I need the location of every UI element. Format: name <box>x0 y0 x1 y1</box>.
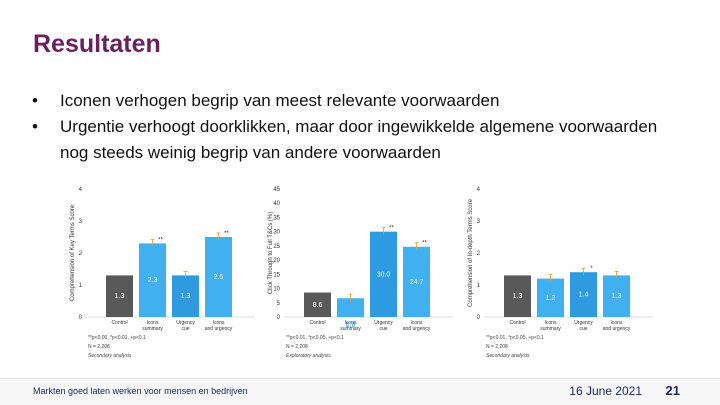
category-label: Icons <box>545 320 557 326</box>
chart-note: Secondary analysis <box>486 353 530 359</box>
category-label: Urgency <box>574 320 593 326</box>
bullet-symbol: • <box>32 91 38 110</box>
significance-marker: ** <box>389 226 394 232</box>
y-axis-label: Comprehension of Key Terms Score <box>70 204 76 301</box>
y-tick-label: 2 <box>79 251 83 257</box>
data-label: 1.3 <box>115 293 125 300</box>
footer-text: Markten goed laten werken voor mensen en… <box>33 386 248 396</box>
bar <box>139 243 166 317</box>
category-label: Control <box>309 320 325 326</box>
chart-click-through: Click Through to Full T&Cs (%) 0 5 10 15 20 25… <box>268 187 453 359</box>
footer-bar: Markten goed laten werken voor mensen en… <box>0 378 720 405</box>
y-tick-label: 5 <box>277 301 281 307</box>
bar <box>205 237 232 317</box>
data-label: 2.3 <box>148 277 158 284</box>
significance-marker: ** <box>224 231 229 237</box>
chart-in-depth-terms: Comprehension of In-depth Terms Score 0 1 2… <box>468 187 653 359</box>
category-label: summary <box>540 326 561 332</box>
category-label: cue <box>379 326 387 332</box>
category-label: Control <box>509 320 525 326</box>
bar <box>403 246 430 317</box>
footer-date: 16 June 2021 <box>569 384 642 398</box>
chart-note: Secondary analysis <box>88 353 132 359</box>
category-label: Urgency <box>176 320 195 326</box>
data-label: 30.0 <box>377 271 391 278</box>
category-label: Control <box>111 320 127 326</box>
bar <box>106 275 133 317</box>
category-label: Urgency <box>374 320 393 326</box>
data-label: 8.6 <box>313 302 323 309</box>
y-tick-label: 0 <box>477 315 481 321</box>
category-label: Icons <box>611 320 623 326</box>
y-tick-label: 3 <box>79 219 83 225</box>
category-label: Icons <box>213 320 225 326</box>
category-label: and urgency <box>603 326 631 332</box>
category-label: Icons <box>411 320 423 326</box>
category-label: and urgency <box>205 326 233 332</box>
data-label: 1.3 <box>181 293 191 300</box>
slide-title: Resultaten <box>33 30 161 58</box>
bullet-symbol: • <box>32 117 38 136</box>
category-label: Icons <box>345 320 357 326</box>
bar <box>570 272 597 317</box>
category-label: and urgency <box>403 326 431 332</box>
y-tick-label: 3 <box>477 219 481 225</box>
category-label: cue <box>181 326 189 332</box>
chart-note: Exploratory analysis <box>286 353 331 359</box>
bar <box>172 275 199 317</box>
category-label: cue <box>579 326 587 332</box>
chart-note: N = 2,208 <box>486 344 508 350</box>
bar <box>337 298 364 317</box>
y-tick-label: 4 <box>79 187 83 193</box>
category-label: summary <box>142 326 163 332</box>
y-tick-label: 0 <box>277 315 281 321</box>
chart-key-terms: Comprehension of Key Terms Score 0 1 2 3 4 1.3… <box>70 187 255 359</box>
y-tick-label: 1 <box>79 283 83 289</box>
y-tick-label: 40 <box>273 201 280 207</box>
bullet-item: • Iconen verhogen begrip van meest relev… <box>30 88 690 114</box>
data-label: 1.3 <box>513 293 523 300</box>
y-tick-label: 2 <box>477 251 481 257</box>
bullet-list: • Iconen verhogen begrip van meest relev… <box>30 88 690 166</box>
bullet-text: Urgentie verhoogt doorklikken, maar door… <box>60 117 658 162</box>
y-tick-label: 20 <box>273 258 280 264</box>
y-tick-label: 1 <box>477 283 481 289</box>
chart-note: N = 2,208 <box>286 344 308 350</box>
significance-marker: ** <box>158 237 163 243</box>
y-tick-label: 10 <box>273 287 280 293</box>
y-tick-label: 15 <box>273 272 280 278</box>
significance-marker: ** <box>422 241 427 247</box>
data-label: 1.3 <box>612 293 622 300</box>
chart-note: **p<0.01, *p<0.05, +p<0.1 <box>286 335 344 341</box>
y-axis-label: Click Through to Full T&Cs (%) <box>268 212 274 294</box>
significance-marker: * <box>590 266 593 272</box>
bar <box>304 292 331 317</box>
bar <box>603 275 630 317</box>
chart-note: N = 2,208 <box>88 344 110 350</box>
y-tick-label: 4 <box>477 187 481 193</box>
data-label: 24.7 <box>410 279 424 286</box>
y-tick-label: 35 <box>273 215 280 221</box>
y-tick-label: 30 <box>273 230 280 236</box>
category-label: summary <box>340 326 361 332</box>
chart-note: **p<0.00, *p<0.01, +p<0.1 <box>88 335 146 341</box>
y-tick-label: 45 <box>273 187 280 193</box>
bullet-item: • Urgentie verhoogt doorklikken, maar do… <box>30 114 690 166</box>
y-tick-label: 0 <box>79 315 83 321</box>
bullet-text: Iconen verhogen begrip van meest relevan… <box>60 91 500 110</box>
bar <box>370 231 397 317</box>
bar <box>537 278 564 317</box>
chart-note: **p<0.01, *p<0.05, +p<0.1 <box>486 335 544 341</box>
data-label: 2.5 <box>214 274 224 281</box>
y-axis-label: Comprehension of In-depth Terms Score <box>468 198 474 307</box>
data-label: 1.2 <box>546 295 556 302</box>
data-label: 6.6 <box>346 322 356 329</box>
bar <box>504 275 531 317</box>
category-label: Icons <box>147 320 159 326</box>
data-label: 1.4 <box>579 292 589 299</box>
page-number: 21 <box>665 383 680 398</box>
y-tick-label: 25 <box>273 244 280 250</box>
